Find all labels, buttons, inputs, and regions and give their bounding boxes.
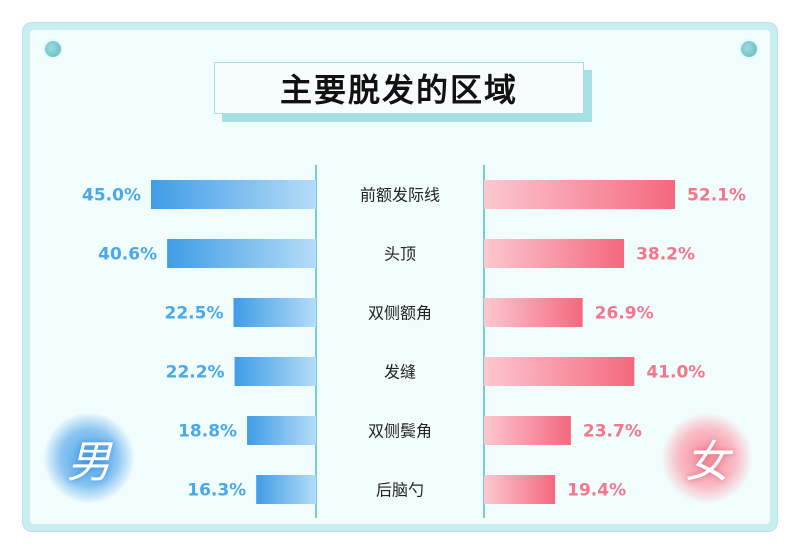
male-bar <box>235 357 316 386</box>
female-value-label: 19.4% <box>567 481 626 501</box>
female-bar <box>484 239 624 268</box>
female-bar <box>484 357 634 386</box>
category-label: 头顶 <box>384 245 416 264</box>
female-bar <box>484 416 571 445</box>
female-value-label: 52.1% <box>687 186 746 206</box>
category-label: 双侧额角 <box>368 304 432 323</box>
female-bar <box>484 475 555 504</box>
female-value-label: 23.7% <box>583 422 642 442</box>
female-bar <box>484 298 583 327</box>
male-value-label: 22.2% <box>166 363 225 383</box>
male-value-label: 16.3% <box>187 481 246 501</box>
male-bar <box>247 416 316 445</box>
male-bar <box>256 475 316 504</box>
female-legend-badge: 女 <box>662 413 752 503</box>
male-bar <box>151 180 316 209</box>
female-bar <box>484 180 675 209</box>
category-label: 发缝 <box>384 363 416 382</box>
male-value-label: 22.5% <box>165 304 224 324</box>
category-label: 前额发际线 <box>360 186 440 205</box>
female-value-label: 38.2% <box>636 245 695 265</box>
category-label: 后脑勺 <box>376 481 424 500</box>
male-legend-badge: 男 <box>44 413 134 503</box>
female-value-label: 41.0% <box>646 363 705 383</box>
male-value-label: 45.0% <box>82 186 141 206</box>
female-value-label: 26.9% <box>595 304 654 324</box>
category-label: 双侧鬓角 <box>368 422 432 441</box>
male-bar <box>167 239 316 268</box>
male-bar <box>234 298 317 327</box>
male-value-label: 40.6% <box>98 245 157 265</box>
male-value-label: 18.8% <box>178 422 237 442</box>
